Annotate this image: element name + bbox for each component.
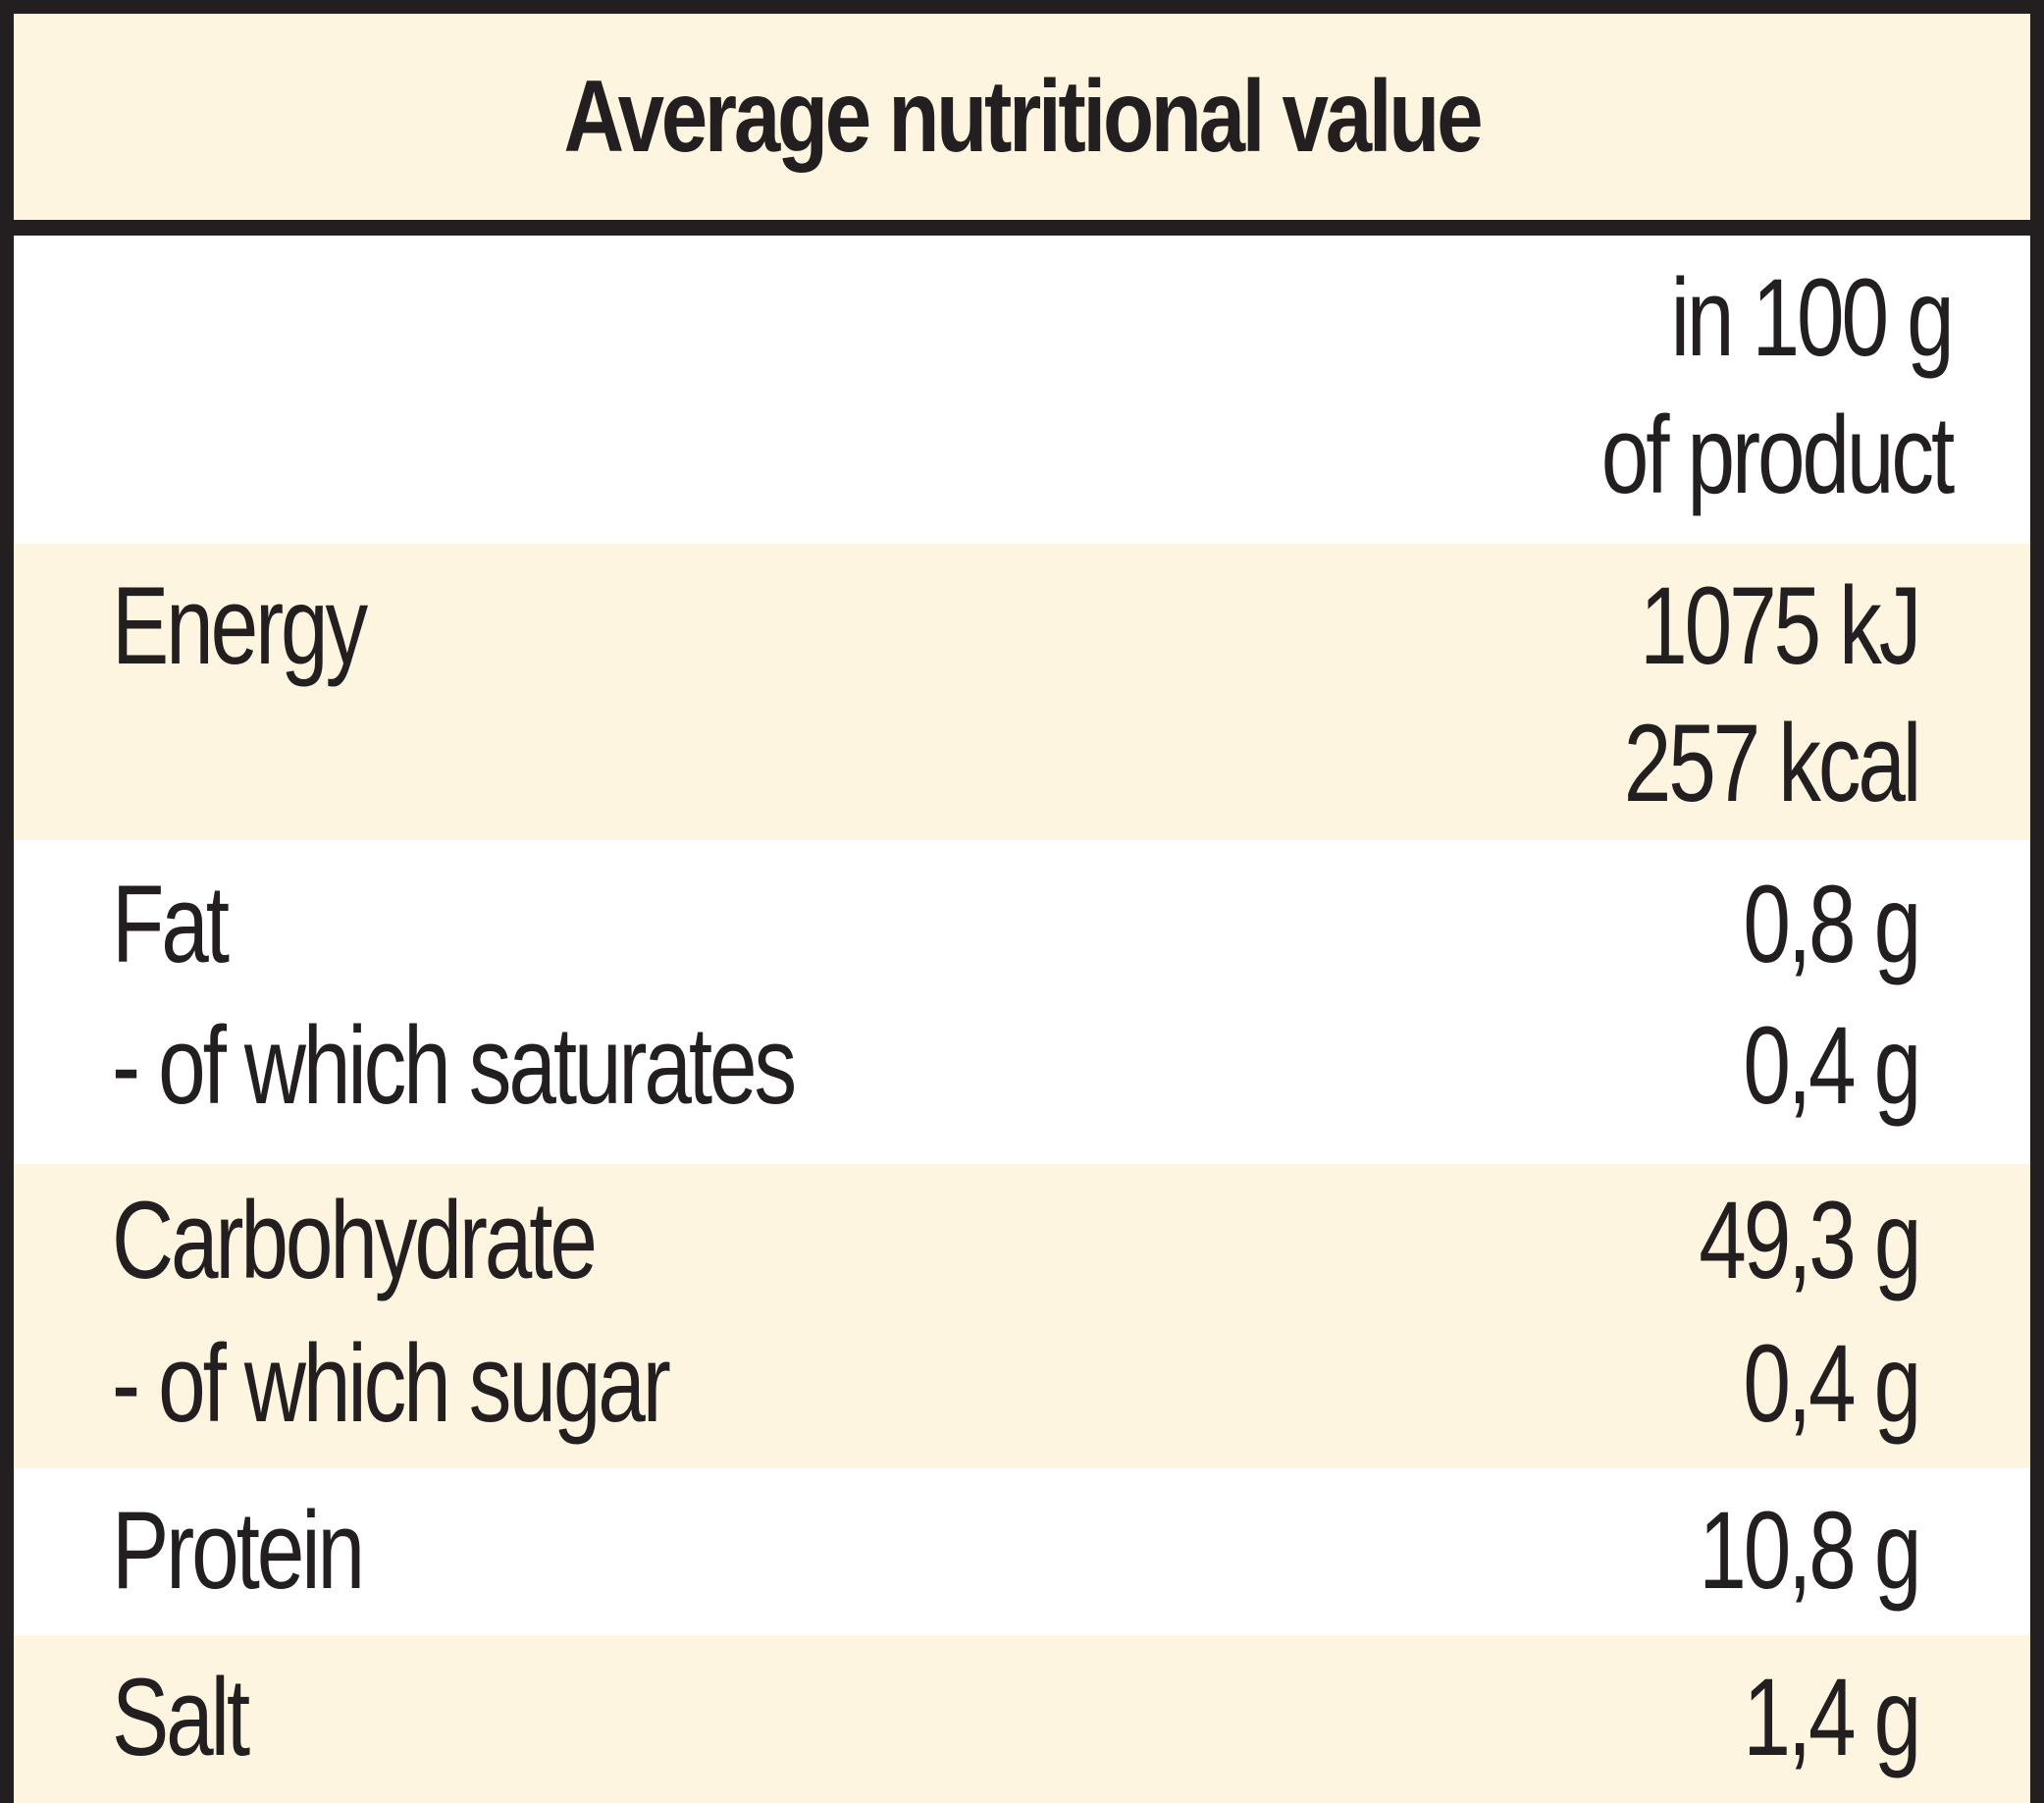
nutrient-label-saturates: - of which saturates — [112, 1004, 797, 1127]
title-divider — [14, 220, 2030, 236]
nutrient-value-energy-kcal: 257 kcal — [1623, 702, 1922, 824]
nutrient-value-carbohydrate: 49,3 g — [1698, 1179, 1921, 1301]
nutrient-label-fat: Fat — [112, 863, 230, 985]
nutrient-value-protein: 10,8 g — [1698, 1489, 1921, 1612]
nutrient-label-salt: Salt — [112, 1656, 250, 1778]
nutrient-value-salt: 1,4 g — [1743, 1656, 1921, 1778]
nutrient-value-sugar: 0,4 g — [1743, 1322, 1921, 1445]
nutrient-label-energy: Energy — [112, 564, 368, 687]
nutrient-value-saturates: 0,4 g — [1743, 1004, 1921, 1127]
title-band: Average nutritional value — [14, 14, 2030, 220]
nutrient-row-carbohydrate: Carbohydrate 49,3 g - of which sugar 0,4… — [14, 1164, 2030, 1468]
nutrient-row-energy: Energy 1075 kJ 257 kcal — [14, 544, 2030, 840]
column-header-line2: of product — [1600, 394, 1955, 516]
nutrient-label-sugar: - of which sugar — [112, 1322, 671, 1445]
nutrient-value-fat: 0,8 g — [1743, 863, 1921, 985]
column-header-row: in 100 g of product — [14, 236, 2030, 544]
nutrient-row-salt: Salt 1,4 g — [14, 1635, 2030, 1803]
nutrient-row-fat: Fat 0,8 g - of which saturates 0,4 g — [14, 840, 2030, 1164]
nutrient-label-carbohydrate: Carbohydrate — [112, 1179, 598, 1301]
label-title: Average nutritional value — [563, 59, 1484, 174]
nutrient-row-protein: Protein 10,8 g — [14, 1468, 2030, 1635]
nutrient-value-energy-kj: 1075 kJ — [1639, 564, 1921, 687]
nutrient-label-protein: Protein — [112, 1489, 365, 1612]
column-header-line1: in 100 g — [1671, 256, 1955, 379]
